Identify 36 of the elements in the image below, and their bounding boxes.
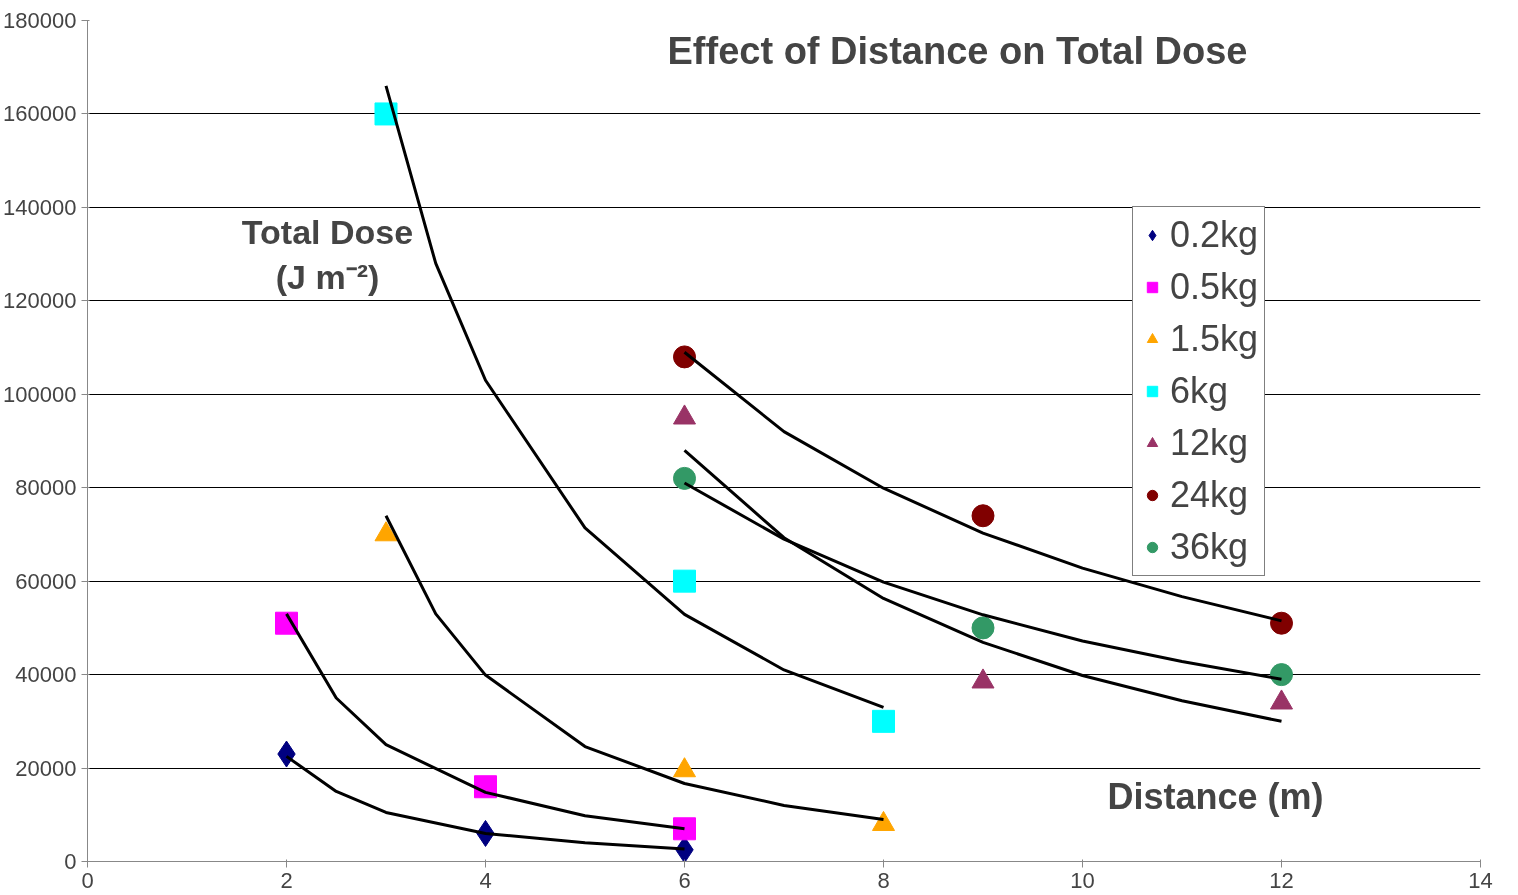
- y-tick-label: 120000: [3, 288, 77, 314]
- point: [673, 817, 696, 841]
- y-tick-label: 60000: [15, 568, 77, 594]
- x-axis-title: Distance (m): [1107, 775, 1324, 817]
- x-tick-label: 10: [1070, 867, 1095, 893]
- y-tick-label: 140000: [3, 194, 77, 220]
- x-tick-label: 2: [280, 867, 293, 893]
- x-tick-label: 8: [877, 867, 890, 893]
- point: [673, 466, 696, 490]
- legend-label: 36kg: [1170, 525, 1249, 569]
- point: [872, 709, 895, 733]
- y-tick-label: 40000: [15, 662, 77, 688]
- x-tick-label: 0: [81, 867, 94, 893]
- legend-label: 12kg: [1170, 421, 1249, 465]
- y-tick-label: 0: [64, 849, 77, 874]
- y-axis-title: Total Dose (J m⁻²): [241, 212, 414, 297]
- point: [1270, 663, 1293, 687]
- y-tick-label: 160000: [3, 101, 77, 127]
- legend-label: 24kg: [1170, 473, 1249, 517]
- x-tick-label: 6: [678, 867, 691, 893]
- chart-title: Effect of Distance on Total Dose: [667, 29, 1248, 72]
- point: [673, 569, 696, 593]
- legend-label: 0.2kg: [1170, 213, 1259, 257]
- y-tick-label: 180000: [3, 8, 77, 33]
- point: [971, 504, 995, 528]
- x-tick-label: 4: [479, 867, 492, 893]
- x-tick-label: 14: [1468, 867, 1493, 893]
- y-tick-label: 80000: [15, 475, 77, 501]
- legend-label: 6kg: [1170, 369, 1229, 413]
- point: [971, 616, 995, 640]
- x-tick-label: 12: [1269, 867, 1294, 893]
- legend-label: 1.5kg: [1170, 317, 1259, 361]
- y-tick-label: 20000: [15, 755, 77, 781]
- point: [1270, 611, 1293, 635]
- legend-label: 0.5kg: [1170, 265, 1259, 309]
- y-tick-label: 100000: [3, 381, 77, 407]
